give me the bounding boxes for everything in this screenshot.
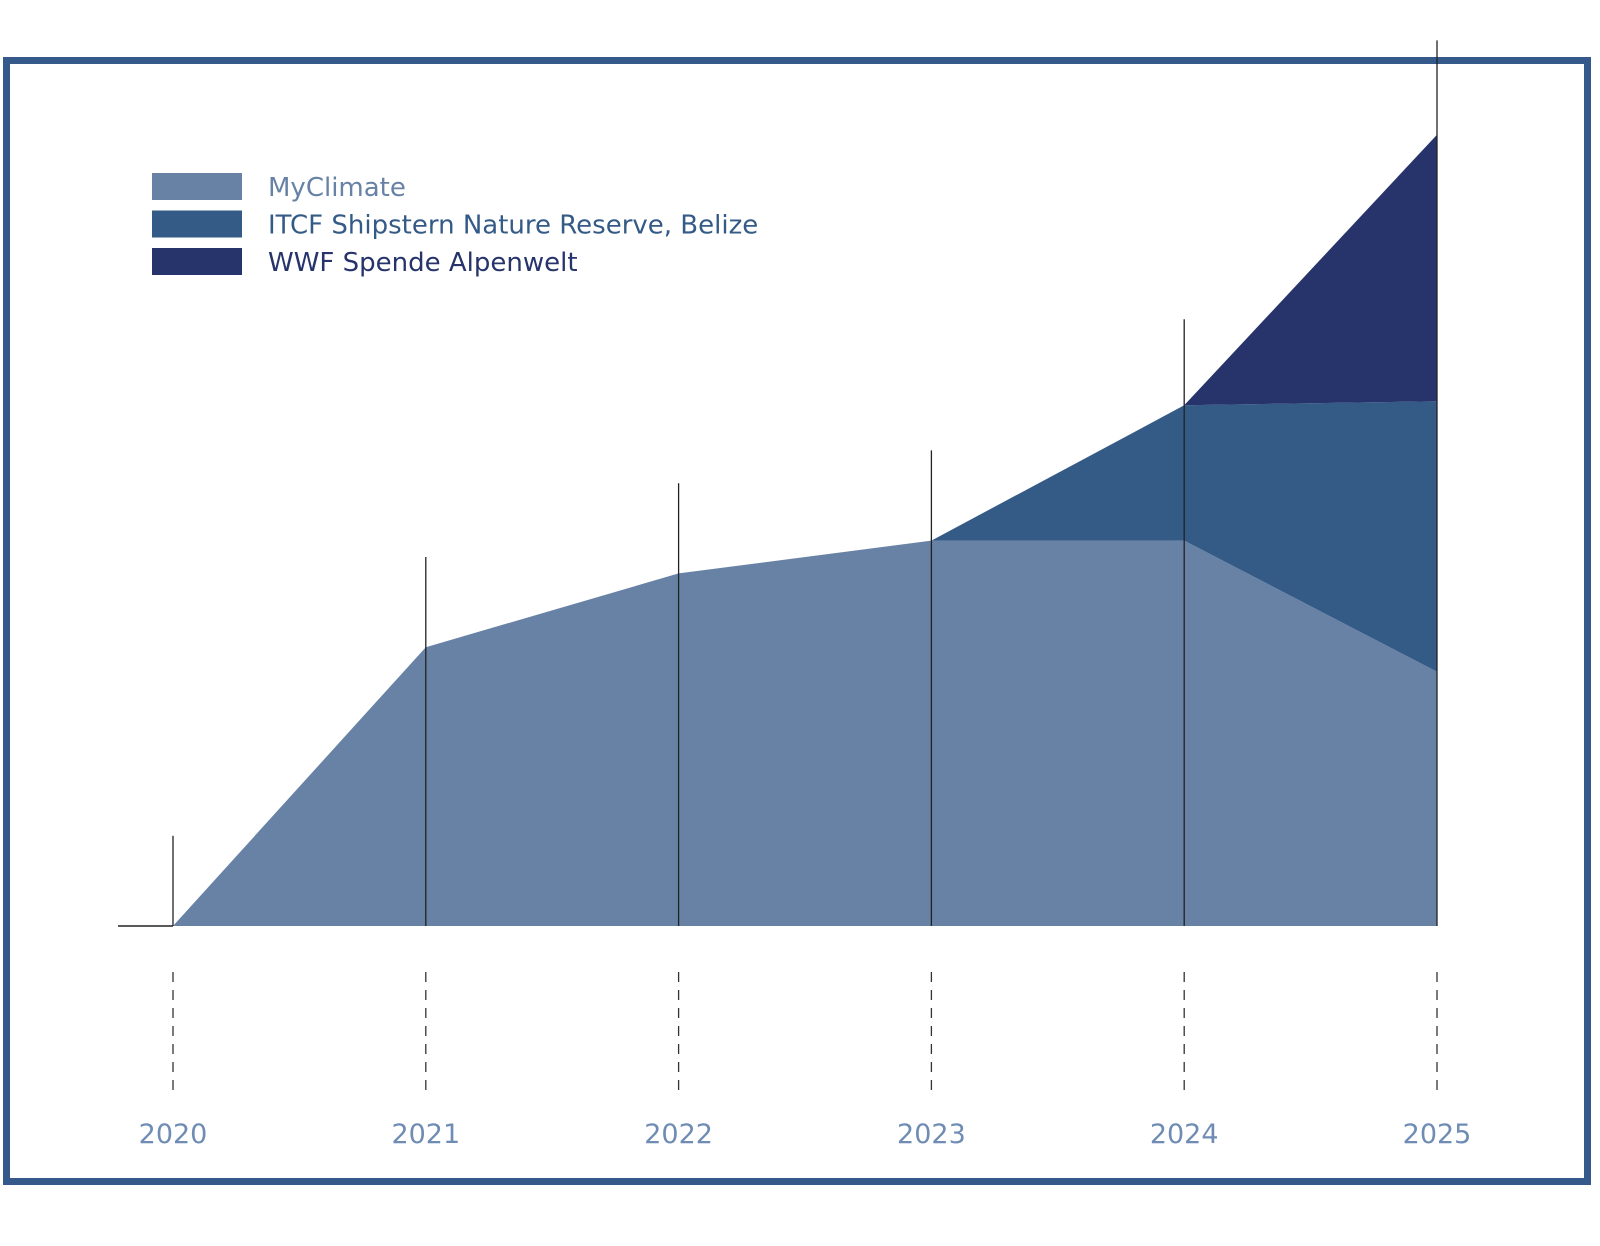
area-myclimate <box>173 540 1437 926</box>
tick-label-2024: 2024 <box>1150 1119 1219 1150</box>
x-tick-labels: 2020 2021 2022 2023 2024 2025 <box>139 1119 1472 1150</box>
area-layer <box>173 134 1437 926</box>
legend-swatch-0 <box>152 173 242 200</box>
legend-label-1: ITCF Shipstern Nature Reserve, Belize <box>268 211 758 241</box>
chart-frame <box>3 57 1591 1185</box>
area-itcf-shipstern-nature-reserve-belize <box>173 401 1437 926</box>
tick-label-2025: 2025 <box>1403 1119 1472 1150</box>
legend: MyClimate ITCF Shipstern Nature Reserve, … <box>152 173 758 278</box>
tick-label-2022: 2022 <box>644 1119 713 1150</box>
legend-swatch-2 <box>152 248 242 275</box>
legend-label-0: MyClimate <box>268 173 406 203</box>
legend-label-2: WWF Spende Alpenwelt <box>268 248 578 278</box>
tick-label-2020: 2020 <box>139 1119 208 1150</box>
year-marker-layer <box>172 40 1438 926</box>
tick-label-2021: 2021 <box>391 1119 460 1150</box>
legend-swatch-1 <box>152 210 242 238</box>
tick-label-2023: 2023 <box>897 1119 966 1150</box>
dashed-guide-layer <box>172 972 1438 1092</box>
